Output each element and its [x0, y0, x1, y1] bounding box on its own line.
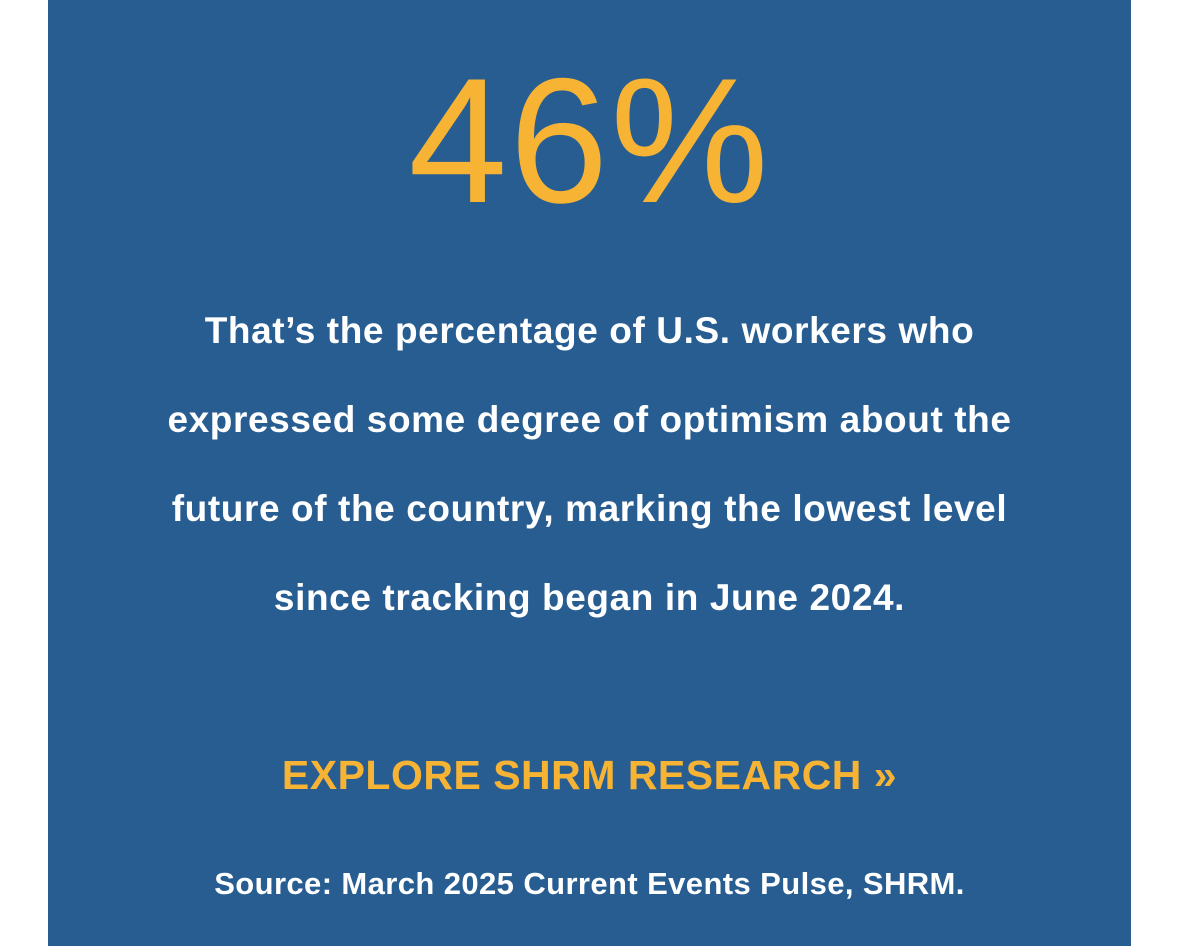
- description-line: That’s the percentage of U.S. workers wh…: [204, 310, 975, 351]
- source-citation: Source: March 2025 Current Events Pulse,…: [214, 866, 965, 901]
- description-line: expressed some degree of optimism about …: [167, 399, 1012, 440]
- explore-research-link[interactable]: EXPLORE SHRM RESEARCH »: [281, 752, 898, 798]
- description-line: future of the country, marking the lowes…: [171, 488, 1008, 529]
- description-line: since tracking began in June 2024.: [273, 577, 906, 618]
- stat-description: That’s the percentage of U.S. workers wh…: [48, 286, 1131, 642]
- stat-card: 46% That’s the percentage of U.S. worker…: [48, 0, 1131, 946]
- stat-value: 46%: [408, 41, 771, 240]
